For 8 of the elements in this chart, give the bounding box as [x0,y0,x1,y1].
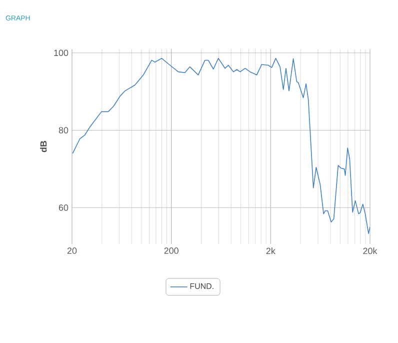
y-axis-title: dB [40,140,47,152]
x-tick-label: 200 [164,248,178,254]
y-tick-label: 80 [58,127,68,134]
x-tick-label: 20 [67,248,77,254]
y-tick-label: 60 [58,204,68,211]
x-tick-label: 2k [266,248,276,254]
y-tick-label: 100 [54,50,68,56]
x-tick-label: 20k [363,248,378,254]
